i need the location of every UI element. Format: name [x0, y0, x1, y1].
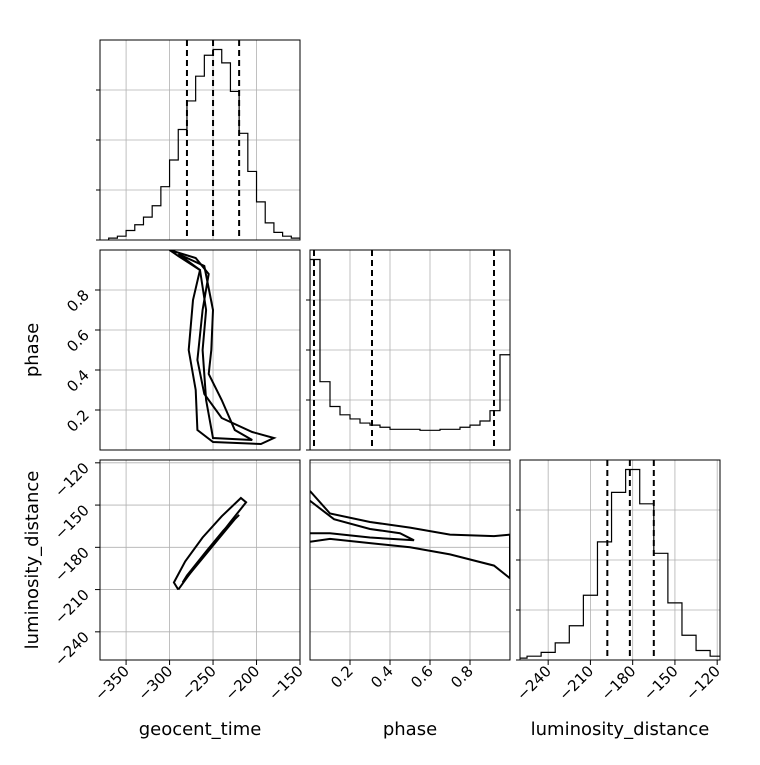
phase-xtick-label: 0.8	[447, 662, 477, 692]
phase-ytick-label: 0.2	[63, 406, 93, 436]
luminosity_distance-ytick-label: −120	[51, 459, 93, 501]
luminosity_distance-xtick-label: −240	[513, 662, 555, 704]
luminosity_distance_vs_geocent_time-contour-1	[181, 514, 240, 584]
geocent_time-xtick-label: −150	[265, 662, 307, 704]
geocent_time-xtick-label: −200	[221, 662, 263, 704]
phase-xtick-label: 0.4	[367, 662, 397, 692]
luminosity_distance_vs_phase-border	[309, 459, 511, 661]
luminosity_distance-ytick-label: −240	[51, 628, 93, 670]
luminosity_distance-ytick-label: −210	[51, 586, 93, 628]
geocent_time-xtick-label: −250	[178, 662, 220, 704]
luminosity_distance_vs_phase-contour-0	[310, 490, 510, 580]
geocent_time-xtick-label: −350	[91, 662, 133, 704]
luminosity_distance-xtick-label: −210	[555, 662, 597, 704]
luminosity_distance-xtick-label: −120	[682, 662, 724, 704]
luminosity_distance-ytick-label: −150	[51, 501, 93, 543]
phase_vs_geocent_time-contour-1	[177, 253, 253, 441]
phase_vs_geocent_time-panel	[99, 249, 301, 451]
geocent_time-hist-border	[99, 39, 301, 241]
phase-ytick-label: 0.8	[63, 286, 93, 316]
phase-ytick-label: 0.6	[63, 326, 93, 356]
geocent_time-histogram-step	[108, 48, 300, 240]
geocent_time-xtick-label: −300	[135, 662, 177, 704]
luminosity_distance-histogram-step	[520, 468, 720, 659]
phase_vs_geocent_time-contour-0	[169, 250, 277, 446]
phase-histogram-step	[310, 258, 510, 450]
phase_vs_geocent_time-border	[99, 249, 301, 451]
luminosity_distance-xtick-label: −150	[640, 662, 682, 704]
luminosity_distance-xtick-label: −180	[598, 662, 640, 704]
luminosity_distance-hist-border	[519, 459, 721, 661]
luminosity_distance_vs_phase-panel	[309, 459, 511, 661]
geocent_time-x-axis-label: geocent_time	[139, 719, 262, 740]
luminosity_distance-ytick-label: −180	[51, 543, 93, 585]
luminosity_distance-x-axis-label: luminosity_distance	[531, 719, 710, 740]
luminosity_distance-y-axis-label: luminosity_distance	[22, 471, 43, 650]
phase-x-axis-label: phase	[383, 719, 437, 740]
phase-y-axis-label: phase	[22, 323, 43, 377]
phase-xtick-label: 0.2	[327, 662, 357, 692]
phase-hist-border	[309, 249, 511, 451]
phase-xtick-label: 0.6	[407, 662, 437, 692]
luminosity_distance_vs_geocent_time-border	[99, 459, 301, 661]
phase-ytick-label: 0.4	[63, 366, 93, 396]
luminosity_distance_vs_phase-contour-1	[310, 500, 415, 542]
